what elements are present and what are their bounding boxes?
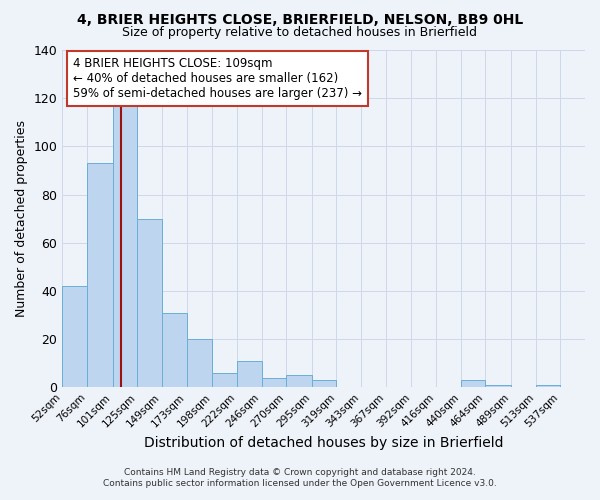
Bar xyxy=(113,106,137,388)
Bar xyxy=(137,218,162,388)
Text: 4, BRIER HEIGHTS CLOSE, BRIERFIELD, NELSON, BB9 0HL: 4, BRIER HEIGHTS CLOSE, BRIERFIELD, NELS… xyxy=(77,12,523,26)
Bar xyxy=(162,312,187,388)
Y-axis label: Number of detached properties: Number of detached properties xyxy=(15,120,28,317)
Bar xyxy=(485,385,511,388)
Text: 4 BRIER HEIGHTS CLOSE: 109sqm
← 40% of detached houses are smaller (162)
59% of : 4 BRIER HEIGHTS CLOSE: 109sqm ← 40% of d… xyxy=(73,56,362,100)
Bar xyxy=(262,378,286,388)
X-axis label: Distribution of detached houses by size in Brierfield: Distribution of detached houses by size … xyxy=(144,436,503,450)
Text: Size of property relative to detached houses in Brierfield: Size of property relative to detached ho… xyxy=(122,26,478,39)
Bar xyxy=(312,380,337,388)
Bar xyxy=(536,385,560,388)
Bar xyxy=(187,339,212,388)
Text: Contains HM Land Registry data © Crown copyright and database right 2024.
Contai: Contains HM Land Registry data © Crown c… xyxy=(103,468,497,487)
Bar xyxy=(286,376,312,388)
Bar xyxy=(461,380,485,388)
Bar xyxy=(212,373,237,388)
Bar xyxy=(237,361,262,388)
Bar xyxy=(87,163,113,388)
Bar xyxy=(62,286,87,388)
